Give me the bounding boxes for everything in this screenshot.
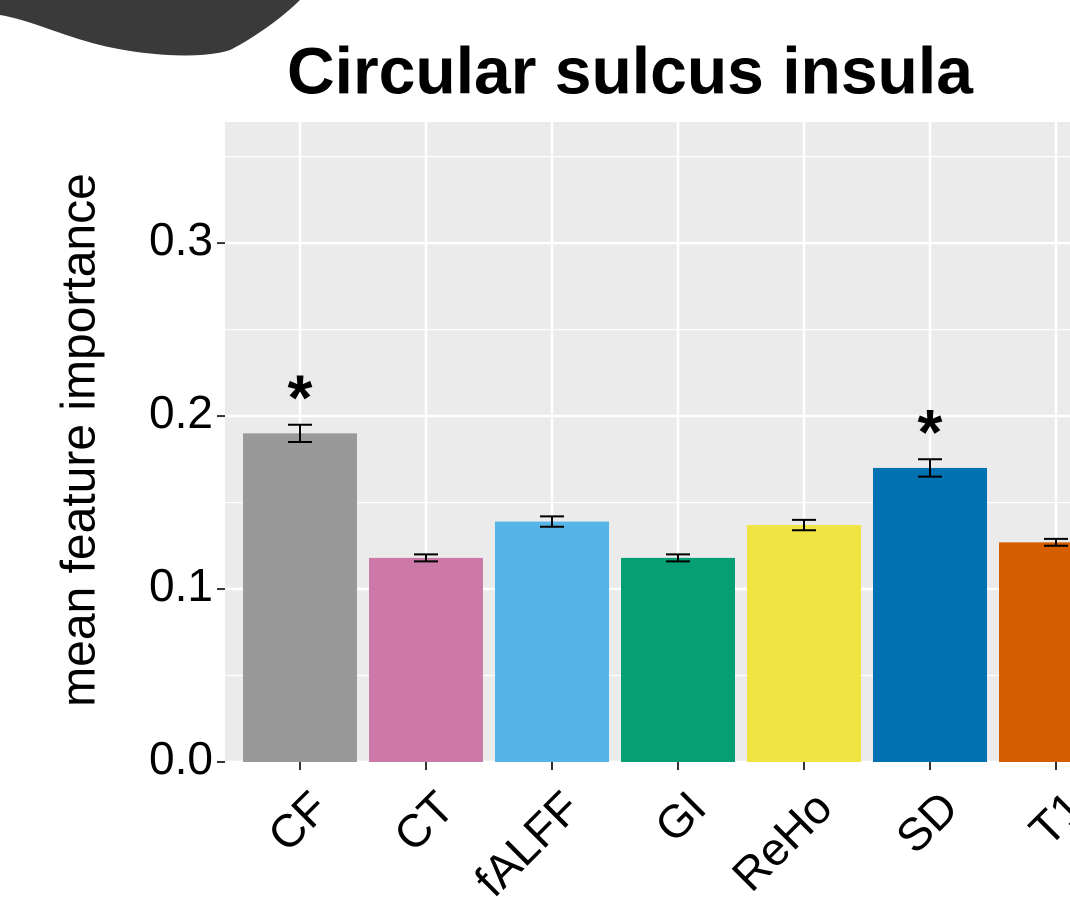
y-tick-label: 0.2 (149, 386, 213, 438)
x-tick-label: ReHo (722, 781, 842, 897)
bar (999, 542, 1070, 762)
bar (243, 433, 357, 762)
bar (495, 522, 609, 762)
x-tick-label: GI (645, 781, 716, 852)
y-tick-label: 0.3 (149, 213, 213, 265)
chart: 0.0 0.1 0.2 0.3 * CF CTfALFF GIReHo * SD T1 Circul… (0, 0, 1070, 897)
x-tick-label: SD (886, 781, 968, 863)
x-tick-label: fALFF (464, 781, 589, 897)
y-axis-label: mean feature importance (53, 173, 106, 707)
y-tick-label: 0.0 (149, 732, 213, 784)
significance-label: * (288, 362, 313, 434)
y-tick-label: 0.1 (149, 559, 213, 611)
bar (369, 558, 483, 762)
chart-title: Circular sulcus insula (287, 33, 974, 107)
x-tick-label: T1 (1019, 781, 1070, 856)
significance-label: * (918, 396, 943, 468)
bar (747, 525, 861, 762)
brain-image (0, 0, 300, 55)
x-tick-label: CF (258, 781, 338, 861)
x-tick-label: CT (384, 781, 464, 861)
bar (873, 468, 987, 762)
bar (621, 558, 735, 762)
